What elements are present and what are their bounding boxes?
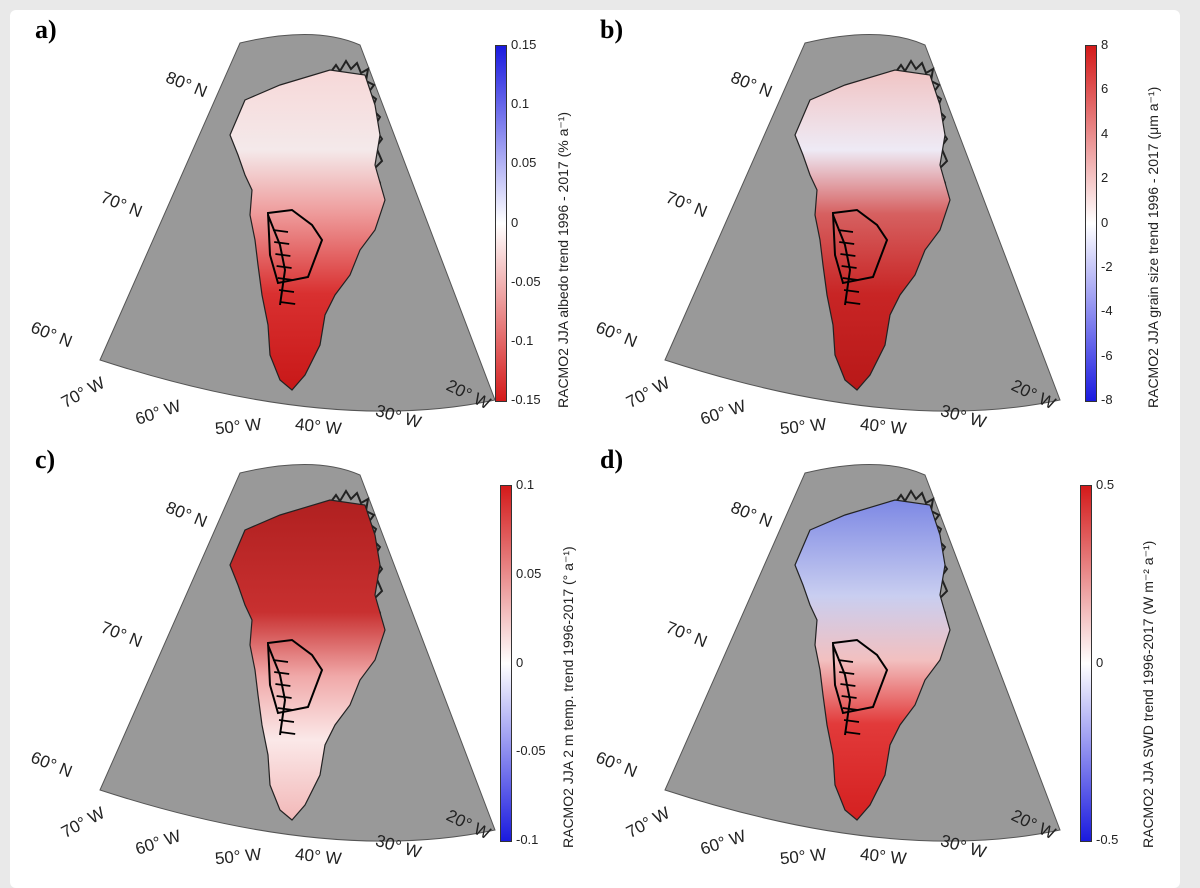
colorbar-tick-label: 0.1 bbox=[511, 96, 530, 112]
colorbar-title: RACMO2 JJA 2 m temp. trend 1996-2017 (° … bbox=[560, 546, 576, 848]
transect-tick bbox=[842, 707, 858, 711]
colorbar-tick-label: 6 bbox=[1101, 81, 1109, 97]
transect-tick bbox=[280, 301, 296, 305]
transect-tick bbox=[841, 265, 857, 269]
transect-tick bbox=[843, 719, 860, 723]
transect-tick bbox=[840, 253, 856, 257]
transect-tick bbox=[272, 659, 289, 663]
transect-tick bbox=[837, 659, 854, 663]
transect-tick bbox=[275, 683, 291, 687]
transect-tick bbox=[276, 265, 292, 269]
colorbar-tick-label: 8 bbox=[1101, 37, 1109, 52]
transect-tick bbox=[839, 671, 855, 675]
colorbar-tick-label: 0 bbox=[511, 214, 519, 230]
transect-tick bbox=[276, 695, 292, 699]
panel-label: b) bbox=[600, 15, 624, 44]
transect-tick bbox=[840, 683, 856, 687]
transect-tick bbox=[274, 241, 290, 245]
transect-tick bbox=[272, 229, 289, 233]
panel-a: a) 80° N 70° N 60° N 70° W 60° W 50° W 40° W 30°… bbox=[28, 15, 590, 438]
study-area-outline bbox=[266, 208, 324, 285]
colorbar-tick-label: 0.05 bbox=[511, 155, 537, 171]
panel-d: d) 80° N 70° N 60° N 70° W 60° W 50° W 40° W 30°… bbox=[593, 445, 1155, 868]
map-c bbox=[99, 464, 496, 842]
transect-tick bbox=[845, 301, 861, 305]
colorbar-tick-label: 0.15 bbox=[511, 37, 537, 52]
colorbar-tick-label: -0.1 bbox=[511, 332, 534, 348]
transect-tick bbox=[278, 289, 295, 293]
colorbar-tick-label: -6 bbox=[1101, 347, 1113, 363]
colorbar-tick-label: 0.5 bbox=[1096, 477, 1115, 492]
colorbar-tick-label: 4 bbox=[1101, 125, 1109, 141]
panel-label: c) bbox=[35, 445, 56, 474]
transect-tick bbox=[839, 241, 855, 245]
transect-tick bbox=[278, 719, 295, 723]
transect-tick bbox=[277, 277, 293, 281]
ice-sheet bbox=[229, 69, 386, 391]
colorbar-a bbox=[495, 45, 507, 402]
colorbar-c bbox=[500, 485, 512, 842]
colorbar-tick-label: 0.1 bbox=[516, 477, 535, 492]
transect-tick bbox=[843, 289, 860, 293]
transect-tick bbox=[845, 731, 861, 735]
ice-sheet bbox=[794, 499, 951, 821]
study-area-outline bbox=[831, 208, 889, 285]
colorbar-b bbox=[1085, 45, 1097, 402]
colorbar-tick-label: -0.1 bbox=[516, 832, 539, 847]
transect-tick bbox=[277, 707, 293, 711]
map-d bbox=[664, 464, 1061, 842]
colorbar-tick-label: -0.15 bbox=[511, 392, 541, 407]
colorbar-title: RACMO2 JJA albedo trend 1996 - 2017 (% a… bbox=[555, 111, 571, 408]
colorbar-tick-label: -0.05 bbox=[511, 273, 541, 289]
panel-b: b) 80° N 70° N 60° N 70° W 60° W 50° W 40° W 30°… bbox=[593, 15, 1155, 438]
colorbar-tick-label: -8 bbox=[1101, 392, 1113, 407]
panel-label: a) bbox=[35, 15, 57, 44]
colorbar-tick-label: 0.05 bbox=[516, 565, 542, 581]
ice-sheet bbox=[229, 499, 386, 821]
colorbar-tick-label: 0 bbox=[1101, 214, 1109, 230]
panel-label: d) bbox=[600, 445, 624, 474]
colorbar-tick-label: 2 bbox=[1101, 170, 1109, 186]
transect-tick bbox=[841, 695, 857, 699]
ice-sheet bbox=[794, 69, 951, 391]
colorbar-d bbox=[1080, 485, 1092, 842]
transect-tick bbox=[275, 253, 291, 257]
transect-tick bbox=[280, 731, 296, 735]
map-b bbox=[664, 34, 1061, 412]
colorbar-tick-label: -2 bbox=[1101, 258, 1113, 274]
colorbar-tick-label: 0 bbox=[1096, 654, 1104, 670]
transect-tick bbox=[837, 229, 854, 233]
transect-tick bbox=[842, 277, 858, 281]
study-area-outline bbox=[266, 638, 324, 715]
colorbar-tick-label: -4 bbox=[1101, 303, 1113, 319]
colorbar-title: RACMO2 JJA grain size trend 1996 - 2017 … bbox=[1145, 86, 1161, 408]
colorbar-tick-label: 0 bbox=[516, 654, 524, 670]
transect-tick bbox=[274, 671, 290, 675]
colorbar-title: RACMO2 JJA SWD trend 1996-2017 (W m⁻² a⁻… bbox=[1140, 540, 1156, 848]
colorbar-tick-label: -0.05 bbox=[516, 743, 546, 759]
map-a bbox=[99, 34, 496, 412]
panel-c: c) 80° N 70° N 60° N 70° W 60° W 50° W 40° W 30°… bbox=[28, 445, 590, 868]
colorbar-tick-label: -0.5 bbox=[1096, 832, 1119, 847]
study-area-outline bbox=[831, 638, 889, 715]
